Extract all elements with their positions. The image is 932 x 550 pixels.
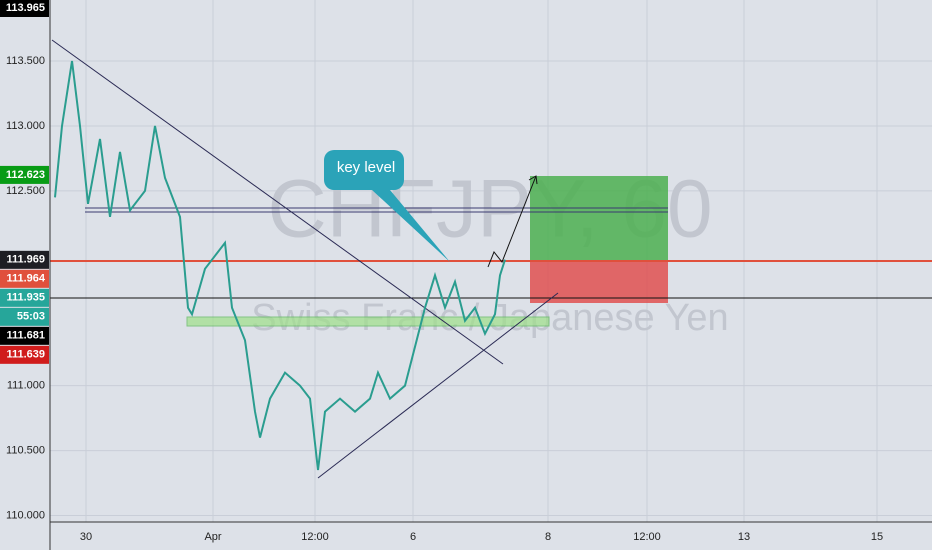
axes: 113.500 113.000 112.500 111.000 110.500 110.0… bbox=[0, 0, 883, 543]
x-tick-label: 13 bbox=[738, 531, 750, 543]
arrow-head bbox=[528, 175, 538, 185]
x-tick-label: 12:00 bbox=[301, 531, 329, 543]
x-tick-label: 30 bbox=[80, 531, 92, 543]
price-line-series bbox=[54, 60, 506, 471]
callout bbox=[324, 150, 450, 262]
support-zone bbox=[186, 316, 550, 327]
countdown-label: 55:03 bbox=[17, 311, 45, 323]
y-tick-label: 113.000 bbox=[6, 120, 45, 132]
price-tag bbox=[0, 250, 49, 269]
price-tag bbox=[0, 345, 49, 364]
price-tag-label: 111.639 bbox=[6, 349, 45, 361]
price-tag bbox=[0, 0, 49, 17]
price-tag-label: 111.935 bbox=[6, 292, 45, 304]
x-tick-label: 12:00 bbox=[633, 531, 661, 543]
y-tick-label: 110.500 bbox=[6, 444, 45, 456]
trendline bbox=[317, 292, 559, 479]
loss-zone bbox=[530, 261, 668, 303]
profit-zone bbox=[530, 176, 668, 261]
price-tag-label: 111.964 bbox=[6, 273, 45, 285]
y-tick-label: 110.000 bbox=[6, 509, 45, 521]
countdown-tag bbox=[0, 307, 49, 326]
price-tag-label: 111.969 bbox=[6, 254, 45, 266]
y-tick-label: 113.500 bbox=[6, 55, 45, 67]
price-tag-label: 112.623 bbox=[6, 169, 45, 181]
price-tag bbox=[0, 165, 49, 184]
x-tick-label: 8 bbox=[545, 531, 551, 543]
callout-text: key level bbox=[337, 159, 395, 176]
y-tick-label: 111.000 bbox=[7, 380, 45, 392]
plot bbox=[54, 60, 506, 471]
price-tag bbox=[0, 288, 49, 307]
price-tag bbox=[0, 326, 49, 345]
projection-arrow bbox=[487, 175, 537, 268]
trendline bbox=[51, 39, 504, 365]
x-tick-label: Apr bbox=[204, 531, 221, 543]
price-tag bbox=[0, 269, 49, 288]
y-tick-label: 112.500 bbox=[6, 185, 45, 197]
x-tick-label: 6 bbox=[410, 531, 416, 543]
price-tag-label: 113.965 bbox=[6, 2, 45, 14]
price-tag-label: 111.681 bbox=[6, 330, 45, 342]
x-tick-label: 15 bbox=[871, 531, 883, 543]
